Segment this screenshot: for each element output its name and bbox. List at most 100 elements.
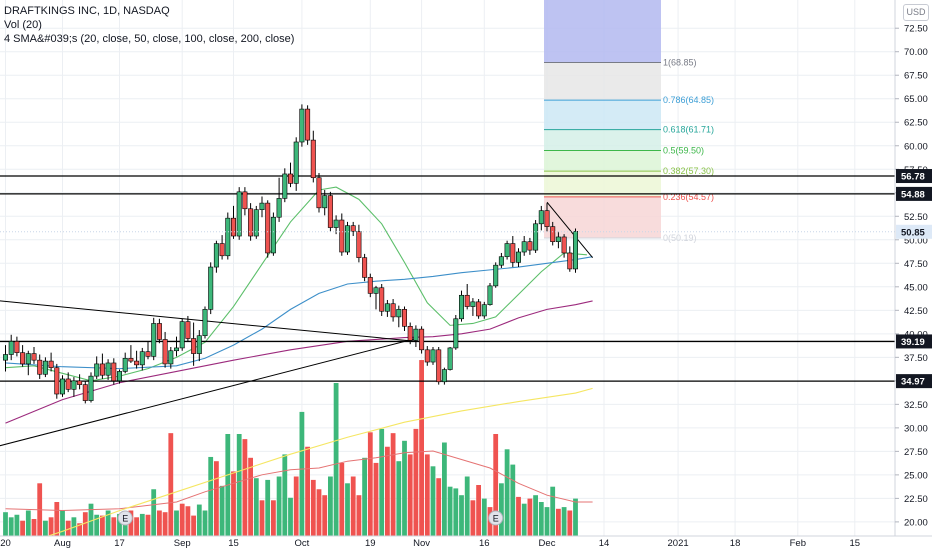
level-price-label: 39.19 bbox=[901, 337, 925, 348]
candle-body bbox=[37, 359, 43, 375]
volume-bar bbox=[328, 476, 333, 536]
volume-bar bbox=[419, 360, 424, 536]
candle-body bbox=[470, 301, 476, 307]
candle-body bbox=[572, 231, 578, 270]
candle-body bbox=[282, 173, 288, 199]
currency-button[interactable]: USD bbox=[903, 4, 929, 21]
candle-body bbox=[213, 243, 219, 268]
volume-bar bbox=[276, 476, 282, 536]
volume-bar bbox=[516, 496, 521, 536]
candle-body bbox=[196, 335, 202, 354]
volume-bar bbox=[299, 411, 305, 536]
sma-line bbox=[5, 387, 593, 550]
candle-body bbox=[139, 351, 145, 366]
volume-bar bbox=[407, 454, 413, 536]
volume-bar bbox=[145, 514, 151, 536]
volume-bar bbox=[510, 464, 516, 536]
volume-bar bbox=[367, 432, 373, 536]
volume-bar bbox=[128, 510, 134, 536]
volume-bar bbox=[385, 446, 390, 536]
fibonacci-retracement[interactable]: 1(68.85) 0.786(64.85) 0.618(61.71) 0.5(59.5… bbox=[544, 0, 714, 243]
candle-body bbox=[424, 349, 430, 363]
time-tick-label: 14 bbox=[599, 538, 610, 549]
volume-bar bbox=[48, 517, 54, 536]
trendline bbox=[0, 338, 417, 447]
candle-body bbox=[527, 241, 533, 251]
horizontal-levels[interactable] bbox=[0, 175, 895, 382]
time-tick-label: 19 bbox=[365, 538, 376, 549]
candle-body bbox=[82, 384, 88, 401]
level-price-label: 54.88 bbox=[901, 189, 925, 200]
sma-line bbox=[5, 300, 593, 424]
candle-body bbox=[293, 141, 299, 184]
level-price-label: 34.97 bbox=[901, 377, 925, 388]
volume-bar bbox=[396, 461, 402, 536]
candle-body bbox=[94, 363, 100, 377]
candle-body bbox=[407, 326, 413, 341]
time-tick-label: 17 bbox=[114, 538, 125, 549]
candle-body bbox=[390, 303, 396, 318]
candle-body bbox=[344, 225, 350, 253]
volume-bar bbox=[191, 515, 196, 536]
fib-band bbox=[544, 196, 661, 239]
level-price-badge bbox=[896, 374, 932, 389]
volume-bar bbox=[117, 513, 122, 536]
trendline bbox=[546, 201, 593, 258]
symbol-title[interactable]: DRAFTKINGS INC, 1D, NASDAQ bbox=[4, 5, 170, 17]
volume-bar bbox=[208, 456, 214, 536]
trendlines[interactable] bbox=[0, 201, 593, 447]
candle-body bbox=[208, 266, 214, 310]
candle-body bbox=[327, 195, 333, 228]
price-tick-label: 20.00 bbox=[904, 517, 928, 528]
sma-indicator-label[interactable]: 4 SMA&#039;s (20, close, 50, close, 100,… bbox=[4, 33, 295, 45]
price-tick-label: 67.50 bbox=[904, 71, 928, 82]
price-tick-label: 50.00 bbox=[904, 235, 928, 246]
candle-body bbox=[441, 369, 447, 383]
earnings-event-label: E bbox=[493, 514, 499, 524]
volume-bar bbox=[373, 462, 379, 536]
volume-bar bbox=[8, 517, 14, 536]
candle-body bbox=[265, 202, 271, 254]
fib-level-label: 0.236(54.57) bbox=[663, 192, 714, 202]
candle-body bbox=[185, 321, 191, 339]
candle-body bbox=[42, 360, 48, 375]
earnings-event-marker bbox=[488, 510, 504, 526]
volume-bar bbox=[305, 446, 310, 536]
volume-bar bbox=[219, 485, 225, 536]
volume-bar bbox=[196, 504, 202, 536]
volume-bar bbox=[60, 510, 65, 536]
candle-body bbox=[299, 108, 305, 143]
volume-bar bbox=[476, 485, 481, 536]
earnings-event-marker bbox=[117, 510, 133, 526]
volume-bar bbox=[464, 476, 470, 536]
volume-bar bbox=[82, 512, 88, 536]
time-tick-label: 18 bbox=[730, 538, 741, 549]
candle-body bbox=[128, 357, 134, 362]
volume-bar bbox=[316, 489, 322, 536]
price-tick-label: 25.00 bbox=[904, 470, 928, 481]
volume-bar bbox=[527, 498, 533, 536]
candle-body bbox=[373, 287, 379, 294]
volume-bar bbox=[436, 478, 442, 536]
price-tick-label: 32.50 bbox=[904, 400, 928, 411]
candle-body bbox=[162, 339, 168, 365]
volume-ma-line bbox=[5, 450, 593, 512]
volume-bar bbox=[345, 483, 350, 536]
candle-body bbox=[236, 191, 242, 237]
candle-body bbox=[174, 347, 180, 352]
volume-indicator-label[interactable]: Vol (20) bbox=[4, 19, 42, 31]
candle-body bbox=[65, 378, 71, 390]
volume-bar bbox=[459, 495, 464, 536]
time-axis[interactable]: 20 Aug 17 Sep 15 Oct 19 Nov 16 Dec 14 2021 18 Feb 15 bbox=[0, 535, 932, 550]
fib-level-label: 0.786(64.85) bbox=[663, 95, 714, 105]
candle-body bbox=[151, 323, 157, 357]
candle-body bbox=[99, 363, 105, 376]
volume-bar bbox=[533, 495, 538, 536]
candle-body bbox=[413, 328, 419, 341]
volume-bar bbox=[413, 428, 419, 536]
volume-bar bbox=[3, 512, 8, 536]
volume-bar bbox=[538, 502, 544, 536]
